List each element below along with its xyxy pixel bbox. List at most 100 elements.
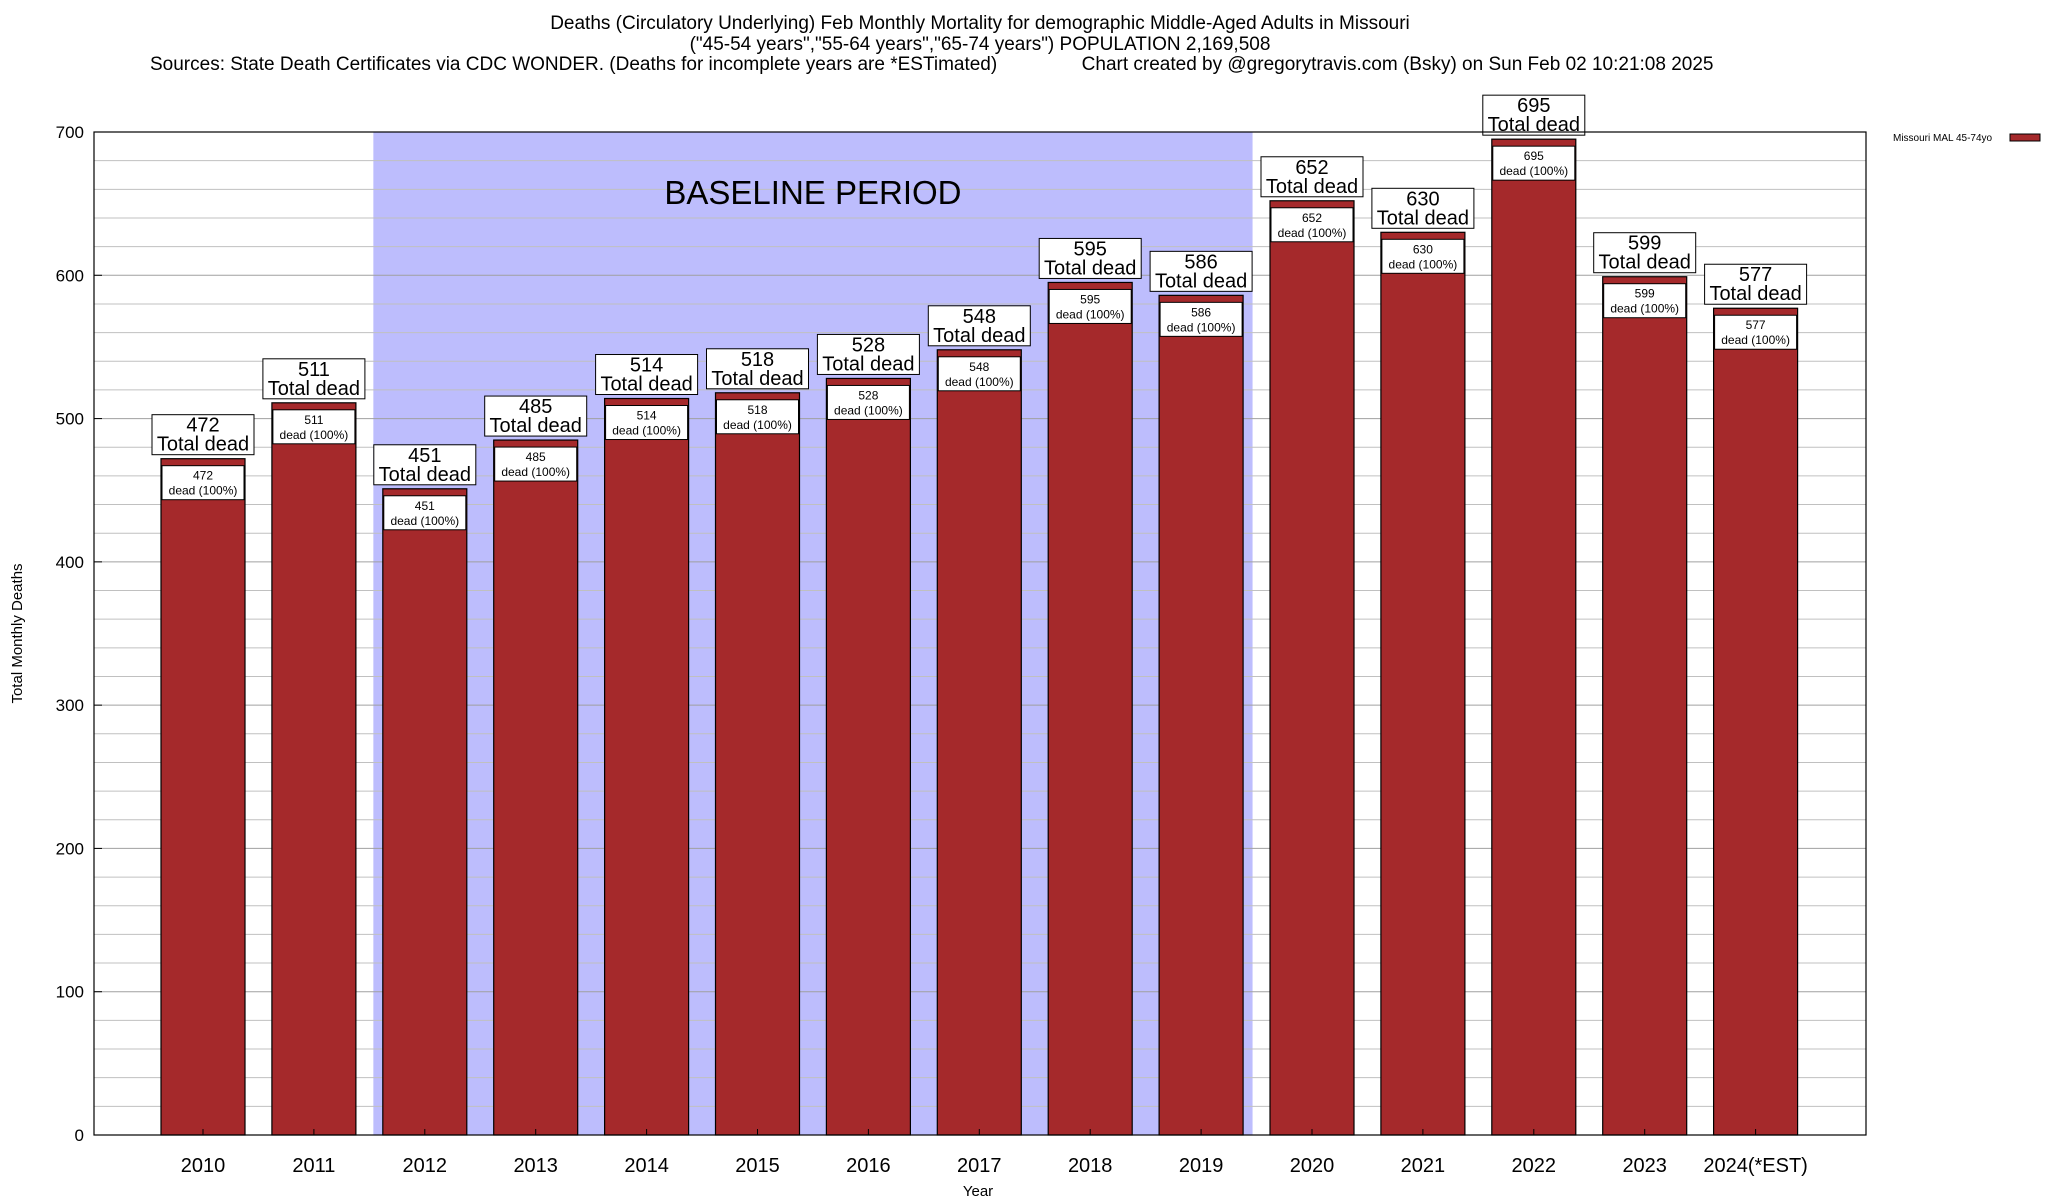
bar-inner-label-box — [1381, 238, 1465, 274]
chart-source-line: Sources: State Death Certificates via CD… — [150, 54, 1714, 75]
bar-top-value-label: 599 — [1628, 233, 1661, 255]
bar-top-total-label: Total dead — [1044, 257, 1136, 279]
bar-inner-label-box — [937, 356, 1021, 392]
chart-title: Deaths (Circulatory Underlying) Feb Mont… — [550, 13, 1410, 34]
bar-top-label-box — [484, 395, 588, 437]
bar-top-value-label: 518 — [741, 349, 774, 371]
x-tick-label: 2024(*EST) — [1703, 1155, 1808, 1177]
x-tick-label: 2014 — [624, 1155, 669, 1177]
bar-top-total-label: Total dead — [1155, 270, 1247, 292]
bar — [160, 458, 246, 1136]
plot-frame — [93, 131, 1867, 1136]
bar-inner-dead-label: dead (100%) — [723, 418, 792, 432]
bar-top-total-label: Total dead — [1377, 207, 1469, 229]
bar-top-value-label: 586 — [1184, 251, 1217, 273]
bar — [825, 377, 912, 1136]
x-tick-label: 2016 — [846, 1155, 891, 1177]
baseline-label: BASELINE PERIOD — [664, 174, 961, 211]
bar-top-value-label: 528 — [852, 334, 885, 356]
bar-top-value-label: 652 — [1295, 157, 1328, 179]
x-tick-label: 2017 — [957, 1155, 1002, 1177]
bar-top-value-label: 548 — [963, 306, 996, 328]
bar-inner-dead-label: dead (100%) — [280, 428, 349, 442]
bar-inner-dead-label: dead (100%) — [1721, 333, 1790, 347]
y-tick-label: 100 — [56, 983, 84, 1002]
bar-top-value-label: 577 — [1739, 264, 1772, 286]
bar-top-total-label: Total dead — [1266, 176, 1358, 198]
y-tick-label: 600 — [56, 266, 84, 285]
x-tick-label: 2010 — [181, 1155, 226, 1177]
bar-inner-dead-label: dead (100%) — [612, 424, 681, 438]
bar-inner-dead-label: dead (100%) — [834, 403, 903, 417]
bar-top-total-label: Total dead — [600, 374, 692, 396]
bar-inner-label-box — [716, 399, 799, 435]
bar-inner-value-label: 472 — [193, 469, 213, 483]
x-tick-label: 2021 — [1401, 1155, 1446, 1177]
bar-top-value-label: 451 — [408, 445, 441, 467]
bar-inner-value-label: 599 — [1635, 287, 1655, 301]
bar-top-total-label: Total dead — [933, 325, 1025, 347]
bar — [1380, 231, 1466, 1136]
bar-inner-value-label: 485 — [526, 450, 546, 464]
bar — [1491, 138, 1577, 1136]
bar-top-value-label: 485 — [519, 396, 552, 418]
bar-top-total-label: Total dead — [1488, 114, 1580, 136]
bar — [603, 397, 690, 1136]
bar-top-label-box — [373, 444, 477, 486]
x-tick-label: 2012 — [403, 1155, 448, 1177]
bar-top-value-label: 514 — [630, 355, 663, 377]
bar-top-label-box — [262, 358, 366, 400]
bar-inner-label-box — [383, 495, 467, 531]
bar-inner-value-label: 595 — [1080, 292, 1100, 306]
bar — [271, 402, 357, 1136]
bar — [714, 392, 801, 1136]
bar-inner-value-label: 514 — [637, 409, 657, 423]
bar-top-total-label: Total dead — [157, 434, 249, 456]
bar-top-total-label: Total dead — [490, 415, 582, 437]
legend: Missouri MAL 45-74yo — [1893, 133, 2041, 144]
bar-inner-label-box — [1603, 283, 1687, 319]
bar — [1269, 200, 1355, 1136]
bar-inner-label-box — [272, 409, 356, 445]
bar-top-label-box — [1038, 237, 1142, 279]
x-axis-label: Year — [963, 1183, 993, 1200]
y-tick-label: 0 — [75, 1126, 84, 1145]
bar-inner-value-label: 528 — [858, 388, 878, 402]
bar-inner-label-box — [1270, 207, 1354, 243]
bar-top-label-box — [595, 354, 699, 396]
x-tick-label: 2013 — [513, 1155, 558, 1177]
bar-top-label-box — [1371, 187, 1475, 229]
x-tick-label: 2019 — [1179, 1155, 1224, 1177]
y-tick-label: 200 — [56, 839, 84, 858]
bar-inner-dead-label: dead (100%) — [1278, 226, 1347, 240]
bar-top-value-label: 472 — [186, 415, 219, 437]
bar-top-label-box — [816, 333, 920, 375]
bar-top-value-label: 595 — [1074, 238, 1107, 260]
y-tick-label: 700 — [56, 123, 84, 142]
x-tick-label: 2015 — [735, 1155, 780, 1177]
bar-inner-dead-label: dead (100%) — [1389, 257, 1458, 271]
bar-inner-value-label: 518 — [747, 403, 767, 417]
bar-top-value-label: 695 — [1517, 95, 1550, 117]
bar-top-label-box — [1704, 263, 1808, 305]
bar-inner-value-label: 652 — [1302, 211, 1322, 225]
bar-top-total-label: Total dead — [1709, 283, 1801, 305]
y-tick-label: 400 — [56, 553, 84, 572]
y-axis-label: Total Monthly Deaths — [9, 563, 26, 703]
bar-inner-label-box — [1159, 301, 1243, 337]
bar-inner-dead-label: dead (100%) — [1167, 320, 1236, 334]
bar — [1158, 294, 1244, 1136]
bar-inner-label-box — [1048, 288, 1132, 324]
chart-subtitle: ("45-54 years","55-64 years","65-74 year… — [689, 34, 1271, 55]
bar-top-total-label: Total dead — [268, 378, 360, 400]
bar-top-label-box — [706, 348, 809, 390]
